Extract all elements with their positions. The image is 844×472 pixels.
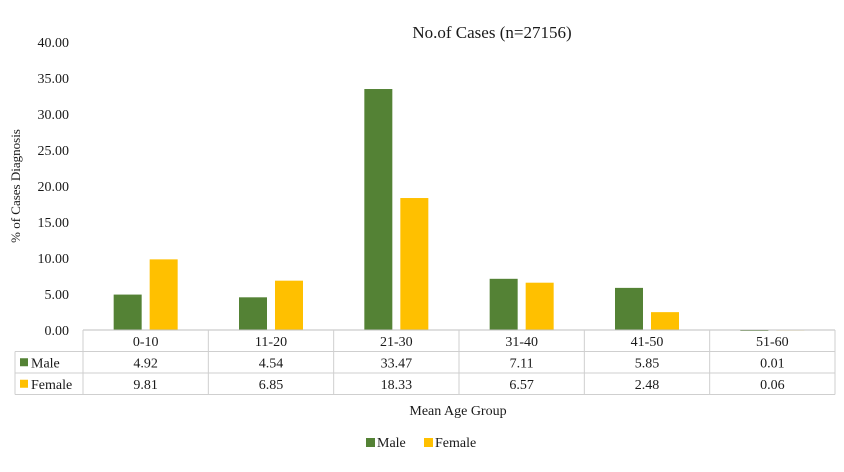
y-tick-label: 5.00: [45, 288, 70, 303]
table-value-female: 0.06: [760, 378, 785, 393]
bar-male-0-10: [113, 294, 142, 330]
table-value-male: 4.54: [259, 357, 284, 372]
table-value-female: 6.85: [259, 378, 284, 393]
x-tick-label: 31-40: [505, 335, 538, 350]
table-value-male: 33.47: [381, 357, 413, 372]
table-value-male: 4.92: [133, 357, 158, 372]
bars-group: [113, 89, 805, 331]
bar-male-41-50: [615, 287, 643, 330]
table-value-female: 2.48: [635, 378, 660, 393]
x-tick-label: 41-50: [631, 335, 664, 350]
y-tick-label: 40.00: [38, 36, 70, 51]
table-value-female: 6.57: [509, 378, 534, 393]
bar-female-11-20: [275, 280, 303, 330]
y-tick-label: 30.00: [38, 108, 70, 123]
y-tick-label: 10.00: [38, 252, 70, 267]
table-value-male: 5.85: [635, 357, 660, 372]
chart-title: No.of Cases (n=27156): [412, 23, 571, 42]
table-series-name: Female: [31, 378, 72, 393]
y-tick-label: 20.00: [38, 180, 70, 195]
legend-key-male: [366, 438, 375, 447]
bar-female-41-50: [651, 312, 679, 330]
bar-female-31-40: [525, 282, 554, 330]
x-tick-label: 51-60: [756, 335, 789, 350]
table-value-male: 7.11: [510, 357, 534, 372]
table-value-female: 9.81: [133, 378, 158, 393]
bar-male-21-30: [364, 89, 393, 331]
x-tick-label: 0-10: [133, 335, 159, 350]
x-tick-label: 21-30: [380, 335, 413, 350]
bar-female-21-30: [400, 198, 429, 330]
bar-female-0-10: [149, 259, 178, 330]
y-tick-label: 25.00: [38, 144, 70, 159]
bar-male-11-20: [239, 297, 267, 330]
table-series-name: Male: [31, 357, 60, 372]
y-axis-title: % of Cases Diagnosis: [8, 129, 23, 243]
x-axis-title: Mean Age Group: [409, 404, 506, 419]
table-legend-key-female: [20, 379, 28, 388]
y-tick-label: 0.00: [45, 324, 70, 339]
legend: Male Female: [366, 436, 476, 451]
table-legend-key-male: [20, 358, 28, 367]
legend-key-female: [424, 438, 433, 447]
y-tick-label: 15.00: [38, 216, 70, 231]
legend-label-female: Female: [435, 436, 476, 451]
legend-label-male: Male: [377, 436, 406, 451]
data-table: 0-10 11-20 21-30 31-40 41-50 51-60 Male 4.92 4.5…: [14, 329, 836, 395]
y-tick-label: 35.00: [38, 72, 70, 87]
bar-male-31-40: [489, 278, 518, 330]
y-axis-ticks: 0.00 5.00 10.00 15.00 20.00 25.00 30.00 35.00 40…: [38, 36, 70, 339]
x-tick-label: 11-20: [255, 335, 287, 350]
table-value-male: 0.01: [760, 357, 785, 372]
table-value-female: 18.33: [381, 378, 413, 393]
